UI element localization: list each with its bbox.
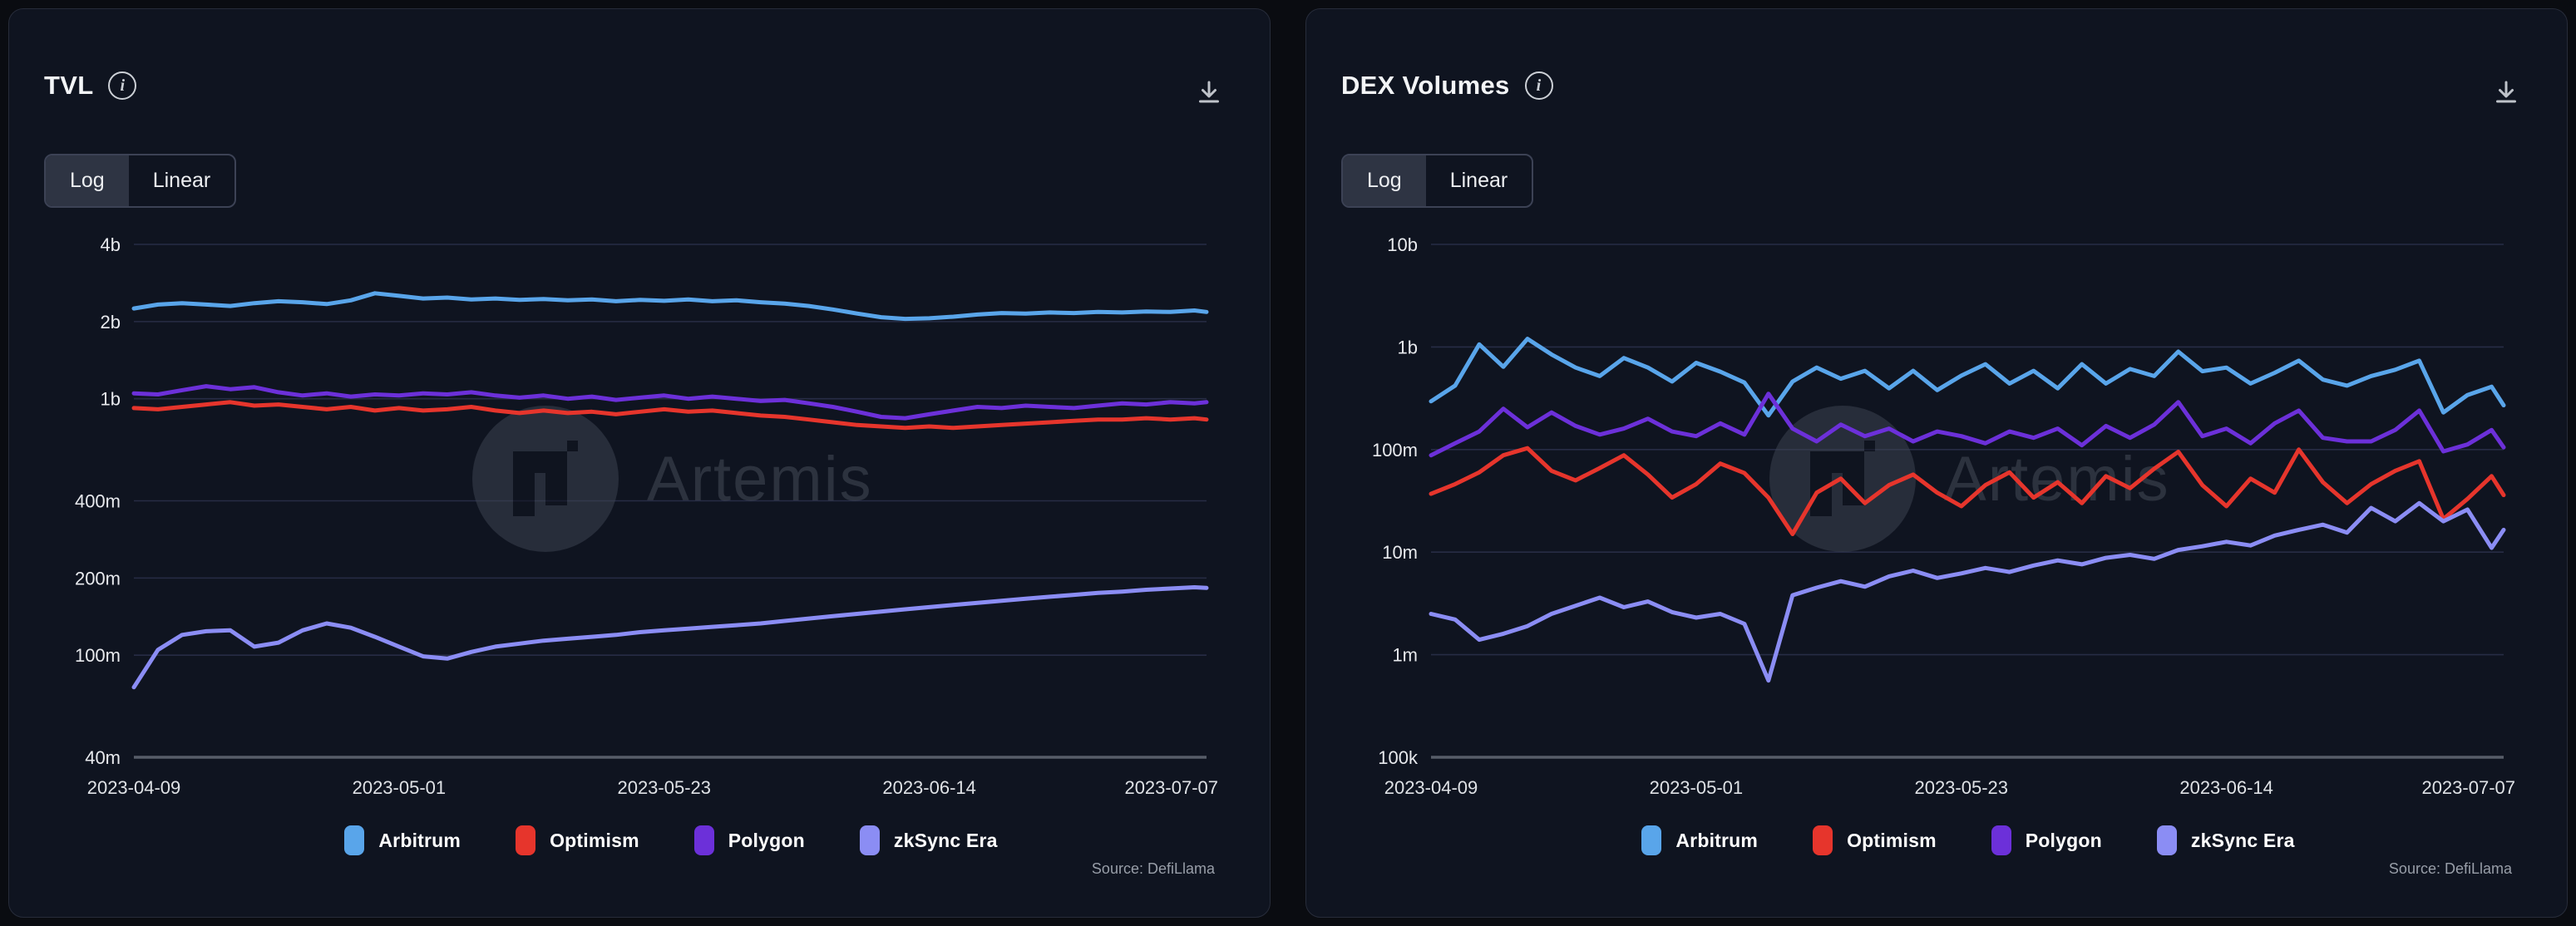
watermark-logo-pixel	[1864, 441, 1875, 451]
toggle-option-linear[interactable]: Linear	[1449, 169, 1508, 192]
series-line-arbitrum	[131, 291, 1209, 322]
info-icon[interactable]: i	[1524, 71, 1553, 100]
series-line-optimism	[131, 400, 1209, 431]
y-tick-label: 100k	[1378, 747, 1419, 768]
source-label: Source: DefiLlama	[1091, 860, 1215, 877]
watermark-logo-pixel	[545, 473, 567, 505]
legend-label: Arbitrum	[1675, 829, 1759, 851]
dex-chart-plot[interactable]: 10b 1b 100m 10m 1m 100k 2023-04-09 2023-05-01 20…	[1306, 9, 2569, 919]
tvl-chart-plot[interactable]: 4b 2b 1b 400m 200m 100m 40m 2023-04-09 2023-05-0…	[9, 9, 1271, 919]
panel-title-text: DEX Volumes	[1341, 71, 1510, 100]
panel-title: TVL i	[44, 71, 137, 101]
series-line-arbitrum	[1429, 337, 2506, 418]
watermark-logo-pixel	[513, 451, 567, 473]
legend-item-arbitrum[interactable]: Arbitrum	[344, 825, 461, 855]
watermark-text: Artemis	[1944, 444, 2170, 515]
legend-swatch	[2156, 825, 2177, 855]
legend-label: Polygon	[2025, 829, 2102, 851]
x-tick-label: 2023-04-09	[87, 777, 181, 798]
x-tick-label: 2023-07-07	[2421, 777, 2515, 798]
legend-item-polygon[interactable]: Polygon	[693, 825, 805, 855]
x-tick-label: 2023-07-07	[1124, 777, 1218, 798]
legend-label: Polygon	[728, 829, 805, 851]
y-tick-label: 100m	[75, 645, 121, 666]
legend-swatch	[344, 825, 365, 855]
legend-item-arbitrum[interactable]: Arbitrum	[1641, 825, 1758, 855]
legend-swatch	[516, 825, 536, 855]
y-tick-label: 4b	[101, 234, 121, 255]
series-line-zksync-era	[131, 585, 1209, 690]
watermark-logo-pixel	[513, 473, 535, 516]
legend-item-optimism[interactable]: Optimism	[516, 825, 639, 855]
y-tick-label: 1b	[101, 389, 121, 410]
info-icon[interactable]: i	[108, 71, 137, 100]
legend-swatch	[1813, 825, 1833, 855]
legend-swatch	[693, 825, 714, 855]
watermark-logo-pixel	[1810, 451, 1864, 473]
legend-item-optimism[interactable]: Optimism	[1813, 825, 1937, 855]
y-tick-label: 1m	[1392, 645, 1418, 666]
x-tick-label: 2023-06-14	[882, 777, 976, 798]
series-line-zksync-era	[1429, 500, 2506, 683]
y-tick-label: 100m	[1372, 440, 1418, 461]
scale-toggle: Log Linear	[44, 154, 237, 208]
panel-title-text: TVL	[44, 71, 94, 100]
watermark: Artemis	[1769, 406, 2170, 552]
source-label: Source: DefiLlama	[2388, 860, 2512, 877]
legend-item-polygon[interactable]: Polygon	[1991, 825, 2102, 855]
series-line-optimism	[1429, 446, 2506, 536]
y-tick-label: 10m	[1382, 542, 1418, 563]
download-icon[interactable]	[1193, 77, 1225, 109]
panel-title: DEX Volumes i	[1341, 71, 1553, 101]
legend-label: zkSync Era	[2190, 829, 2295, 851]
y-tick-label: 10b	[1387, 234, 1418, 255]
legend-label: Optimism	[550, 829, 639, 851]
dex-volumes-panel: 10b 1b 100m 10m 1m 100k 2023-04-09 2023-05-01 20…	[1305, 8, 2568, 918]
legend-item-zksync-era[interactable]: zkSync Era	[2156, 825, 2295, 855]
series-line-polygon	[131, 384, 1209, 421]
tvl-panel: 4b 2b 1b 400m 200m 100m 40m 2023-04-09 2023-05-0…	[8, 8, 1271, 918]
watermark-logo-pixel	[567, 441, 578, 451]
watermark-text: Artemis	[647, 444, 873, 515]
y-tick-label: 1b	[1398, 337, 1418, 357]
toggle-option-log[interactable]: Log	[46, 155, 129, 206]
y-tick-label: 2b	[101, 312, 121, 332]
legend: Arbitrum Optimism Polygon zkSync Era	[134, 825, 1208, 855]
y-tick-label: 200m	[75, 568, 121, 589]
x-tick-label: 2023-05-01	[1650, 777, 1744, 798]
x-tick-label: 2023-05-01	[353, 777, 447, 798]
x-tick-label: 2023-05-23	[617, 777, 711, 798]
legend-swatch	[859, 825, 880, 855]
download-icon[interactable]	[2490, 77, 2522, 109]
legend-item-zksync-era[interactable]: zkSync Era	[859, 825, 998, 855]
legend-label: Arbitrum	[378, 829, 461, 851]
legend-swatch	[1991, 825, 2011, 855]
x-tick-label: 2023-06-14	[2179, 777, 2273, 798]
watermark: Artemis	[472, 406, 873, 552]
scale-toggle: Log Linear	[1341, 154, 1534, 208]
legend-swatch	[1641, 825, 1662, 855]
y-tick-label: 40m	[85, 747, 121, 768]
x-tick-label: 2023-05-23	[1914, 777, 2008, 798]
toggle-option-linear[interactable]: Linear	[152, 169, 211, 192]
legend: Arbitrum Optimism Polygon zkSync Era	[1431, 825, 2505, 855]
y-tick-label: 400m	[75, 491, 121, 512]
series-line-polygon	[1429, 392, 2506, 458]
legend-label: zkSync Era	[893, 829, 998, 851]
toggle-option-log[interactable]: Log	[1343, 155, 1426, 206]
legend-label: Optimism	[1847, 829, 1937, 851]
x-tick-label: 2023-04-09	[1384, 777, 1478, 798]
